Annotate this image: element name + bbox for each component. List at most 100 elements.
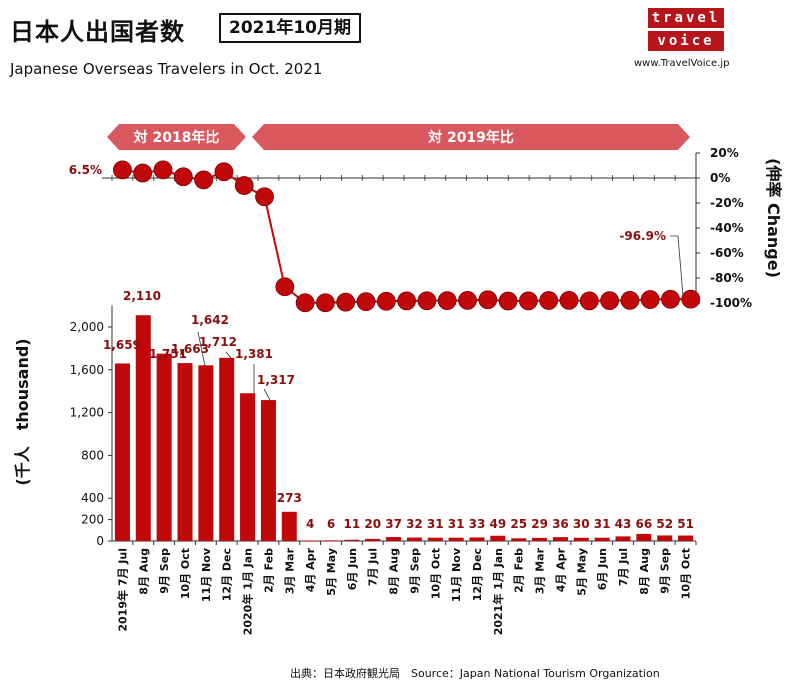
line-y-tick-label: 0% [710,171,730,185]
category-label: 4月 Apr [554,547,567,592]
bar-data-label: 273 [277,491,302,505]
bar-15 [427,537,443,541]
page-title: 日本人出国者数 [10,18,185,46]
line-y-axis-label: (伸率 Change) [764,158,783,278]
bar-data-label: 1,751 [149,347,187,361]
bar-data-label: 49 [490,517,507,531]
category-label: 10月 Oct [179,548,192,599]
bar-data-label: 31 [594,517,611,531]
logo-line-voice: voice [648,31,724,51]
category-label: 2021年 1月 Jan [491,548,505,635]
change-point-9 [295,293,315,313]
bar-data-label: 1,659 [103,338,141,352]
bar-25 [636,533,652,541]
bar-data-label: 51 [677,517,694,531]
bar-y-tick-label: 1,200 [70,406,104,420]
logo-line-travel: travel [648,8,724,28]
category-label: 3月 Mar [283,547,296,594]
category-label: 7月 Jul [367,548,380,586]
change-point-0 [113,160,132,180]
bar-y-axis-label: (千人 thousand) [13,338,32,485]
category-label: 6月 Jun [346,548,359,590]
logo-url[interactable]: www.TravelVoice.jp [634,58,730,69]
bar-12 [365,538,381,541]
bar-2 [156,353,172,541]
bar-13 [386,537,402,541]
bar-24 [615,536,631,541]
bar-17 [469,537,485,541]
change-point-22 [559,290,579,310]
change-point-10 [316,293,335,313]
category-label: 2月 Feb [262,548,275,593]
category-label: 2019年 7月 Jul [115,548,129,632]
change-point-3 [173,167,193,187]
change-point-24 [600,291,619,311]
bar-6 [240,393,256,541]
bar-data-label: 32 [406,517,423,531]
banner-2019-shape [252,124,690,150]
category-label: 9月 Sep [408,548,421,594]
category-label: 2020年 1月 Jan [241,548,255,635]
bar-label-leader [263,388,271,401]
bar-26 [657,535,673,541]
bar-y-tick-label: 0 [96,534,104,548]
change-annotation-last: -96.9% [619,229,666,243]
bar-data-label: 1,381 [235,347,273,361]
change-annotation-first: 6.5% [69,163,102,177]
category-label: 7月 Jul [617,548,630,586]
bar-y-tick-label: 200 [81,513,104,527]
change-point-7 [255,187,274,207]
bar-data-label: 25 [510,517,527,531]
change-line [122,168,691,304]
bar-14 [406,537,422,541]
bar-label-leader [197,331,206,367]
bar-22 [573,537,589,541]
category-label: 5月 May [325,548,338,596]
travelvoice-logo[interactable]: travel voice [648,8,724,51]
source-note: 出典：日本政府観光局 Source：Japan National Tourism… [290,667,660,680]
change-point-12 [356,292,376,312]
change-point-26 [640,290,660,309]
bar-data-label: 29 [531,517,548,531]
change-point-16 [437,291,457,311]
bar-data-label: 66 [636,517,653,531]
change-point-4 [194,170,214,190]
bar-data-label: 1,712 [199,335,237,349]
change-point-19 [498,291,518,311]
page-subtitle: Japanese Overseas Travelers in Oct. 2021 [10,60,323,78]
bar-8 [281,511,297,541]
category-label: 5月 May [575,548,588,596]
bar-21 [552,537,568,541]
change-point-6 [234,176,254,195]
category-label: 2月 Feb [513,548,526,593]
change-point-17 [458,290,477,310]
line-y-tick-label: 20% [710,146,739,160]
bar-y-tick-label: 800 [81,448,104,462]
category-label: 8月 Aug [638,548,651,595]
line-y-tick-label: -20% [710,196,744,210]
bar-3 [177,363,193,541]
change-point-23 [579,291,599,311]
change-point-2 [153,160,173,180]
change-point-5 [214,162,234,182]
line-y-tick-label: -60% [710,246,744,260]
change-point-15 [417,291,437,311]
category-label: 9月 Sep [659,548,672,594]
bar-10 [323,540,339,542]
bar-16 [448,537,464,541]
bar-y-tick-label: 400 [81,491,104,505]
bar-y-tick-label: 2,000 [70,320,104,334]
bar-7 [260,400,276,541]
bar-data-label: 4 [306,517,314,531]
bar-19 [511,538,527,541]
bar-23 [594,537,610,541]
change-point-13 [376,291,396,311]
category-label: 11月 Nov [200,547,213,602]
category-label: 12月 Dec [221,548,234,601]
bar-27 [678,535,694,541]
change-point-14 [397,291,417,311]
category-label: 3月 Mar [534,547,547,594]
category-label: 8月 Aug [137,548,150,595]
bar-18 [490,535,506,541]
